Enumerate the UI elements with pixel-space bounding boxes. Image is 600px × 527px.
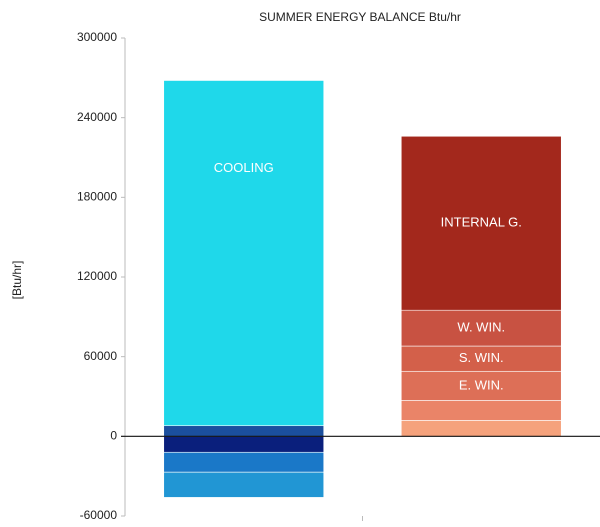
- bar-segment: [400, 135, 562, 311]
- bar-segment: [163, 80, 325, 427]
- y-tick-label: 180000: [77, 190, 117, 204]
- bar-segment: [400, 309, 562, 347]
- y-tick-label: 0: [110, 429, 117, 443]
- bar-segment: [163, 471, 325, 498]
- segment-label: INTERNAL G.: [441, 215, 522, 230]
- segment-label: S. WIN.: [459, 350, 504, 365]
- bar-segment: [163, 451, 325, 473]
- y-tick-label: 240000: [77, 110, 117, 124]
- bar-segment: [400, 370, 562, 401]
- y-tick-label: 300000: [77, 30, 117, 44]
- bar-segment: [400, 345, 562, 372]
- y-tick-label: 120000: [77, 269, 117, 283]
- bar-segment: [163, 436, 325, 453]
- bar-segment: [163, 425, 325, 437]
- bar-segment: [400, 400, 562, 421]
- segment-label: COOLING: [214, 160, 274, 175]
- chart-title: SUMMER ENERGY BALANCE Btu/hr: [259, 10, 461, 24]
- y-tick-label: -60000: [80, 508, 118, 522]
- bar-segment: [400, 420, 562, 437]
- y-tick-label: 60000: [84, 349, 118, 363]
- segment-label: E. WIN.: [459, 377, 504, 392]
- y-axis-label: [Btu/hr]: [10, 261, 24, 300]
- segment-label: W. WIN.: [457, 320, 505, 335]
